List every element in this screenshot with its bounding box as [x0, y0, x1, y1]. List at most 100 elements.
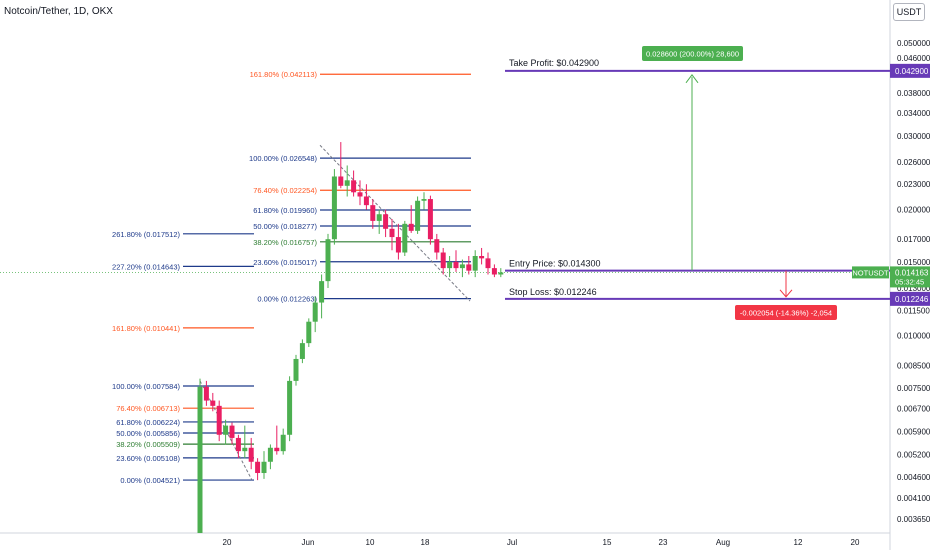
y-tick-label: 0.030000 — [897, 132, 931, 141]
fib-level-label: 0.00% (0.004521) — [120, 476, 180, 485]
y-tick-label: 0.013000 — [897, 284, 931, 293]
fib-trend-line — [319, 144, 471, 302]
y-tick-label: 0.005200 — [897, 451, 931, 460]
candle-body — [299, 343, 305, 359]
take-profit-axis-label: 0.042900 — [895, 67, 929, 76]
stop-loss-label: Stop Loss: $0.012246 — [509, 287, 597, 297]
candle-body — [210, 400, 216, 406]
current-price-axis-box — [890, 266, 930, 288]
y-tick-label: 0.003650 — [897, 515, 931, 524]
x-tick-label: 15 — [603, 538, 612, 547]
candle-body — [331, 176, 337, 240]
x-tick-label: Jul — [507, 538, 517, 547]
candle-body — [459, 264, 465, 269]
candle-body — [261, 461, 267, 474]
x-tick-label: 10 — [366, 538, 375, 547]
loss-arrow-head — [779, 289, 793, 298]
candle-body — [235, 437, 241, 452]
x-tick-label: 12 — [794, 538, 803, 547]
candle-body — [415, 200, 421, 231]
y-tick-label: 0.017000 — [897, 235, 931, 244]
candle-body — [498, 272, 504, 275]
entry-price-label: Entry Price: $0.014300 — [509, 259, 601, 269]
fib-level-label: 227.20% (0.014643) — [112, 262, 180, 271]
y-tick-label: 0.006700 — [897, 405, 931, 414]
current-price-label: 0.014163 — [895, 268, 929, 277]
candle-body — [472, 255, 478, 271]
candle-body — [351, 180, 357, 193]
candle-body — [395, 237, 401, 253]
fib-level-label: 61.80% (0.019960) — [253, 206, 317, 215]
candle-body — [306, 321, 312, 344]
bar-countdown-label: 05:32:45 — [895, 277, 924, 286]
candle-body — [383, 214, 389, 229]
y-tick-label: 0.038000 — [897, 89, 931, 98]
candle-body — [376, 214, 382, 221]
fib-level-label: 38.20% (0.016757) — [253, 238, 317, 247]
candle-body — [389, 228, 395, 238]
candle-body — [216, 405, 222, 435]
candle-body — [370, 205, 376, 221]
y-tick-label: 0.015000 — [897, 258, 931, 267]
candle-body — [293, 358, 299, 381]
candle-body — [203, 386, 209, 401]
y-tick-label: 0.010000 — [897, 332, 931, 341]
profit-badge — [642, 46, 743, 61]
candle-body — [363, 196, 369, 206]
y-tick-label: 0.034000 — [897, 109, 931, 118]
fib-level-label: 50.00% (0.018277) — [253, 222, 317, 231]
candle-body — [485, 258, 491, 269]
candle-body — [491, 268, 497, 275]
x-tick-label: 20 — [851, 538, 860, 547]
fib-level-label: 100.00% (0.026548) — [249, 154, 317, 163]
candle-body — [280, 434, 286, 452]
candle-body — [421, 199, 427, 201]
y-tick-label: 0.046000 — [897, 54, 931, 63]
profit-arrow-head — [685, 74, 699, 84]
x-tick-label: Aug — [716, 538, 730, 547]
candle-body — [338, 176, 344, 186]
candle-body — [248, 447, 254, 462]
candle-body — [447, 261, 453, 269]
loss-badge — [735, 305, 837, 320]
candle-body — [325, 239, 331, 282]
y-tick-label: 0.008500 — [897, 361, 931, 370]
candle-body — [479, 255, 485, 259]
candle-body — [357, 192, 363, 197]
candle-body — [466, 264, 472, 271]
x-tick-label: 20 — [223, 538, 232, 547]
fib-level-label: 23.60% (0.005108) — [116, 454, 180, 463]
candle-body — [312, 302, 318, 322]
take-profit-axis-box — [890, 63, 930, 78]
currency-unit-button[interactable]: USDT — [893, 3, 925, 21]
fib-level-label: 161.80% (0.010441) — [112, 324, 180, 333]
candle-body — [440, 252, 446, 269]
symbol-tag-label: NOTUSDT — [852, 268, 889, 277]
profit-badge-text: 0.028600 (200.00%) 28,600 — [646, 50, 739, 59]
x-tick-label: 18 — [421, 538, 430, 547]
fib-level-label: 261.80% (0.017512) — [112, 230, 180, 239]
y-tick-label: 0.023000 — [897, 180, 931, 189]
candle-body — [223, 425, 229, 435]
candle-body — [408, 223, 414, 231]
candle-body — [319, 281, 325, 303]
y-tick-label: 0.005900 — [897, 428, 931, 437]
y-tick-label: 0.004600 — [897, 473, 931, 482]
candle-body — [267, 447, 273, 462]
loss-badge-text: -0.002054 (-14.36%) -2,054 — [740, 309, 832, 318]
fib-level-label: 161.80% (0.042113) — [250, 70, 318, 79]
chart-title: Notcoin/Tether, 1D, OKX — [4, 6, 113, 17]
y-tick-label: 0.026000 — [897, 158, 931, 167]
fib-level-label: 23.60% (0.015017) — [253, 258, 317, 267]
candle-body — [255, 461, 261, 474]
candle-body — [427, 199, 433, 240]
symbol-tag — [852, 266, 889, 279]
candle-body — [229, 425, 235, 438]
fib-level-label: 61.80% (0.006224) — [116, 418, 180, 427]
y-tick-label: 0.004100 — [897, 494, 931, 503]
fib-level-label: 100.00% (0.007584) — [112, 382, 180, 391]
y-tick-label: 0.020000 — [897, 206, 931, 215]
x-tick-label: Jun — [302, 538, 315, 547]
fib-level-label: 76.40% (0.006713) — [116, 404, 180, 413]
